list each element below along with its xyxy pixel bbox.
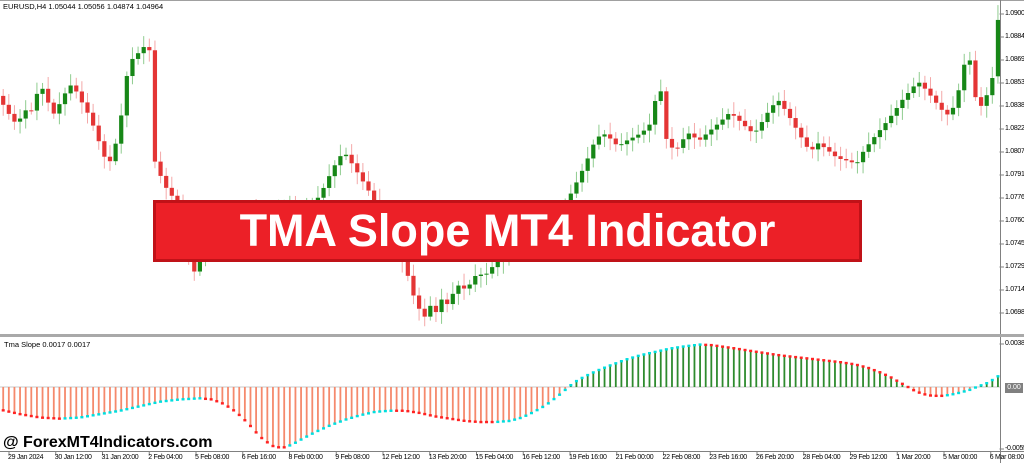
panel-splitter[interactable]	[0, 334, 1024, 337]
chart-title-ohlc: EURUSD,H4 1.05044 1.05056 1.04874 1.0496…	[3, 2, 164, 11]
promo-banner-text: TMA Slope MT4 Indicator	[239, 205, 776, 256]
watermark: @ ForexMT4Indicators.com	[3, 434, 213, 451]
indicator-label: Tma Slope 0.0017 0.0017	[4, 340, 91, 349]
indicator-value-box: 0.00	[1005, 383, 1023, 393]
promo-banner: TMA Slope MT4 Indicator	[153, 200, 862, 262]
